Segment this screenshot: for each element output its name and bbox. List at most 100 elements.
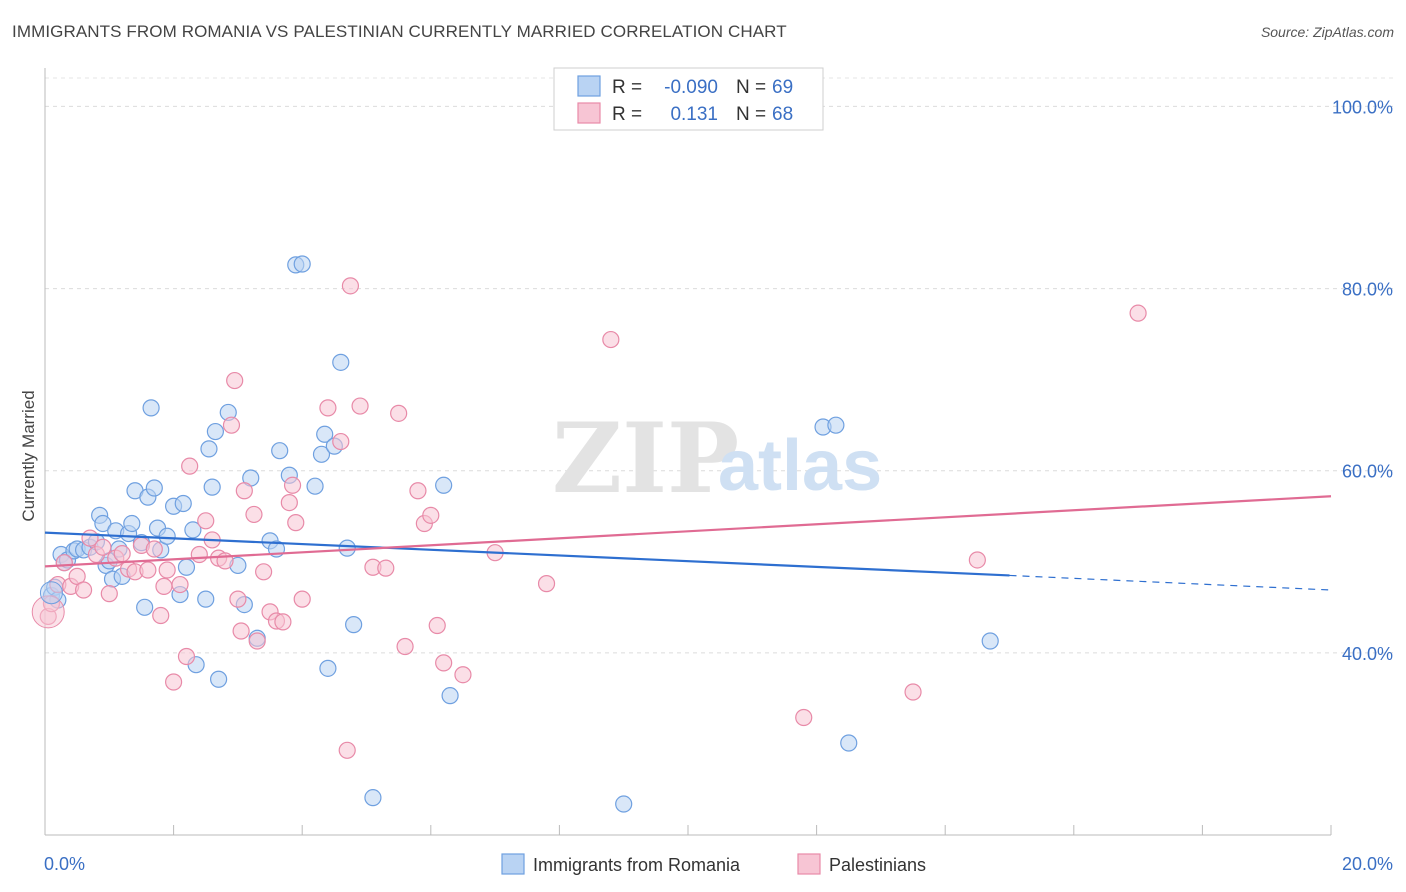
palestinian-point — [319, 399, 337, 417]
series-legend: Immigrants from Romania Palestinians — [501, 853, 926, 875]
legend-n-value: 69 — [772, 77, 793, 98]
romania-point — [615, 795, 633, 813]
romania-point — [177, 558, 196, 576]
palestinian-point — [229, 590, 247, 608]
watermark-zip: ZIP — [552, 402, 739, 515]
legend-series-name: Palestinians — [829, 855, 926, 875]
romania-point — [338, 539, 356, 557]
palestinian-point — [341, 277, 360, 295]
grid-lines — [45, 77, 1393, 654]
romania-point — [981, 632, 999, 650]
romania-point — [271, 442, 289, 460]
x-tick-label: 20.0% — [1342, 854, 1393, 874]
palestinian-point — [390, 404, 408, 422]
x-tick-label: 0.0% — [44, 854, 85, 874]
palestinian-point — [454, 666, 472, 684]
palestinian-point — [74, 581, 93, 599]
palestinian-point — [190, 545, 208, 564]
y-axis-label: Currently Married — [19, 390, 38, 521]
romania-point — [306, 477, 324, 495]
palestinian-point — [287, 514, 305, 532]
legend-r-value: 0.131 — [670, 104, 718, 125]
palestinian-point — [232, 622, 250, 640]
romania-point — [145, 479, 163, 497]
watermark-atlas: atlas — [718, 426, 882, 506]
romania-point — [345, 616, 363, 634]
romania-point — [319, 659, 337, 677]
legend-n-label: N = — [736, 104, 766, 125]
legend-n-label: N = — [736, 77, 766, 98]
palestinian-trend-line — [44, 495, 1332, 568]
palestinian-point — [351, 397, 369, 415]
palestinian-point — [396, 637, 414, 656]
romania-point — [206, 422, 224, 441]
romania-point — [142, 399, 160, 417]
palestinian-point — [248, 632, 266, 650]
romania-point — [316, 425, 334, 443]
palestinian-point — [152, 606, 170, 625]
trend-lines — [44, 495, 1332, 591]
palestinian-point — [113, 544, 131, 563]
romania-point — [441, 687, 459, 705]
palestinian-point — [904, 683, 922, 701]
romania-point — [94, 514, 112, 533]
palestinian-point — [293, 590, 311, 608]
chart-source: Source: ZipAtlas.com — [1260, 24, 1394, 40]
romania-point — [136, 598, 154, 616]
palestinian-point — [235, 482, 253, 500]
palestinian-point — [428, 616, 446, 635]
legend-r-label: R = — [612, 77, 642, 98]
romania-point — [293, 255, 311, 273]
y-tick-label: 60.0% — [1342, 462, 1393, 482]
palestinian-point — [245, 505, 263, 524]
legend-swatch — [501, 853, 525, 875]
legend-swatch — [577, 102, 601, 124]
palestinian-point — [255, 563, 273, 581]
romania-point — [123, 514, 141, 533]
palestinian-point — [222, 416, 241, 434]
palestinian-point — [171, 575, 189, 594]
legend-swatch — [797, 853, 821, 875]
romania-point — [39, 581, 63, 605]
romania-point — [332, 353, 350, 371]
palestinian-point — [145, 540, 163, 558]
palestinian-point — [94, 538, 112, 556]
y-tick-label: 80.0% — [1342, 280, 1393, 300]
palestinian-point — [537, 575, 556, 593]
palestinian-point — [795, 708, 813, 727]
legend-r-value: -0.090 — [664, 77, 718, 98]
watermark: ZIP atlas — [552, 402, 882, 515]
correlation-legend: R = -0.090 N = 69 R = 0.131 N = 68 — [553, 67, 824, 131]
palestinian-point — [158, 561, 176, 579]
palestinian-point — [283, 476, 302, 494]
x-tick-labels: 0.0% 20.0% — [44, 854, 1393, 874]
romania-point — [158, 527, 176, 545]
palestinian-point — [409, 482, 427, 500]
romania-point — [840, 734, 858, 752]
palestinian-point — [602, 330, 620, 349]
palestinian-point — [1129, 304, 1147, 322]
romania-point — [435, 476, 453, 494]
legend-r-label: R = — [612, 104, 642, 125]
palestinian-point — [139, 561, 157, 579]
palestinian-point — [55, 554, 73, 572]
palestinian-point — [181, 457, 199, 475]
romania-point — [174, 494, 192, 513]
chart-title: IMMIGRANTS FROM ROMANIA VS PALESTINIAN C… — [12, 22, 787, 41]
y-tick-labels: 100.0% 80.0% 60.0% 40.0% — [1332, 97, 1393, 663]
romania-point — [200, 440, 218, 458]
legend-n-value: 68 — [772, 104, 793, 125]
y-tick-label: 40.0% — [1342, 644, 1393, 664]
palestinian-point — [100, 585, 118, 603]
palestinian-point — [280, 493, 298, 512]
palestinian-point — [226, 371, 244, 390]
romania-point — [827, 416, 845, 434]
y-tick-label: 100.0% — [1332, 97, 1393, 117]
legend-swatch — [577, 75, 601, 97]
palestinian-point — [435, 654, 453, 672]
romania-point — [210, 670, 228, 688]
palestinian-point — [177, 647, 196, 666]
palestinian-point — [155, 577, 173, 595]
palestinian-point — [422, 506, 440, 524]
palestinian-point — [165, 673, 183, 691]
